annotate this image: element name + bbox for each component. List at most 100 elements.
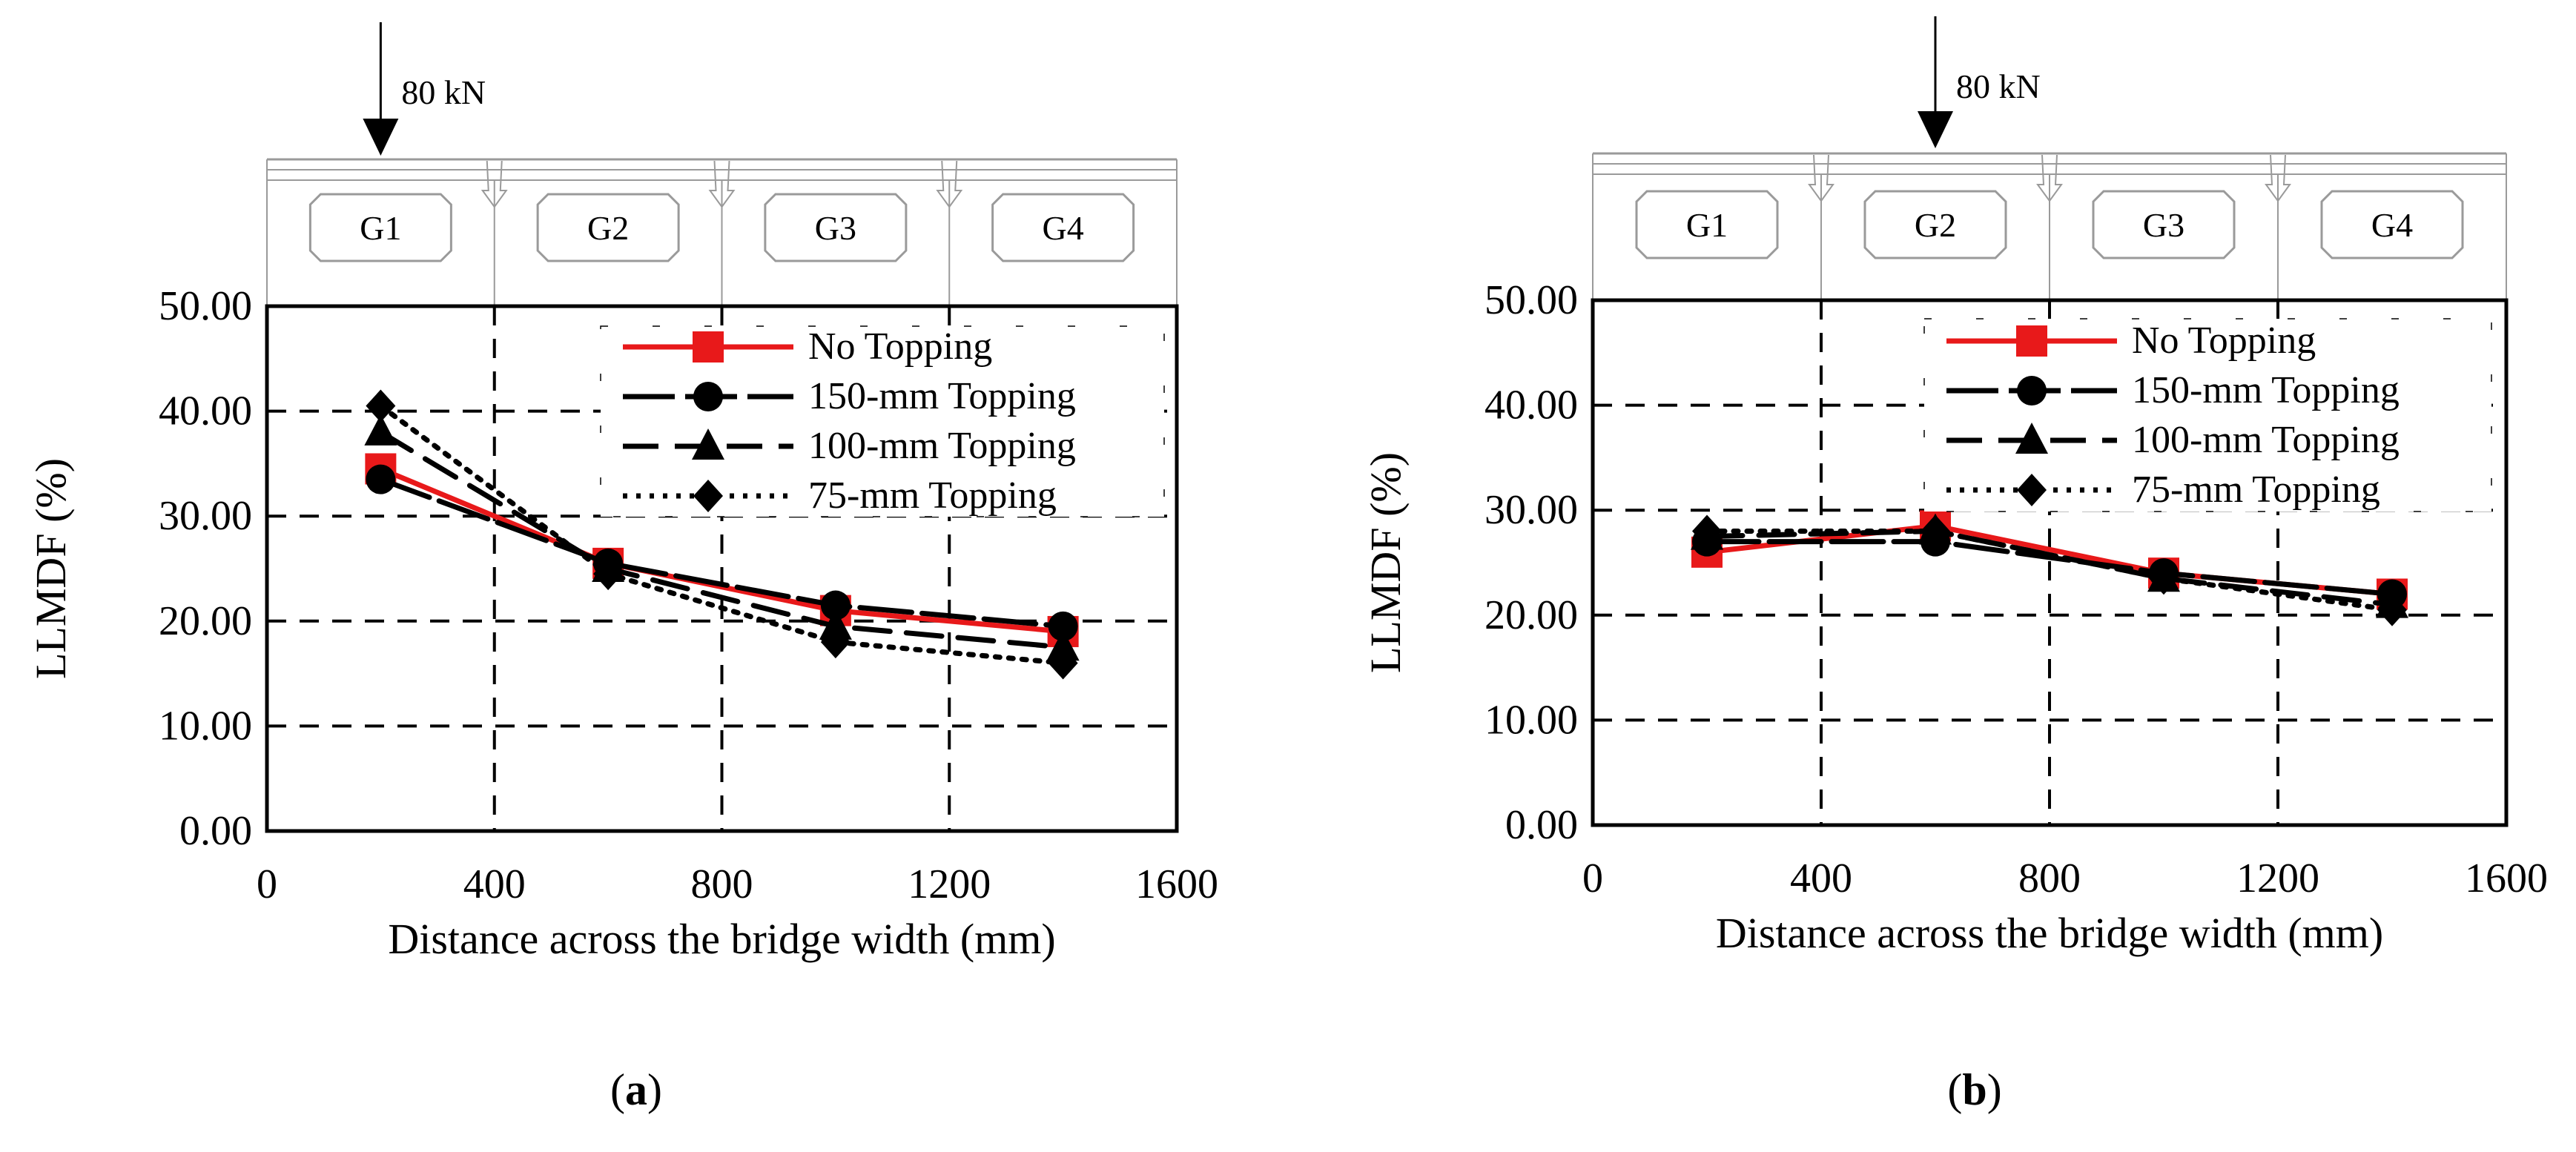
x-tick-label: 0 [1582,855,1603,901]
x-tick-label: 400 [1790,855,1852,901]
panel-caption: (a) [610,1065,662,1114]
series-line [377,477,1066,629]
data-point [1921,514,1950,548]
panel-caption: (b) [1947,1065,2001,1114]
girder-box [764,193,908,262]
legend-marker [2015,423,2048,454]
girder-box [1635,190,1779,259]
series-line [1704,529,2395,613]
data-point [366,464,396,494]
bridge-cross-section: G1 G2 G3 G4 [1592,152,2507,300]
load-arrow-icon [1918,111,1953,148]
caption-open-paren: ( [610,1065,625,1114]
x-tick-label: 1600 [2465,855,2548,901]
legend-label: 150-mm Topping [808,375,1076,417]
shear-key-icon [2265,154,2291,202]
chart-panel-b: G1 G2 G3 G4 80 kN No Topping 150-mm Topping 100… [1361,16,2548,1114]
legend-marker [2017,376,2047,405]
y-tick-label: 10.00 [1484,697,1578,743]
shear-key-icon [708,160,736,208]
girder-label: G3 [2143,206,2184,244]
legend-marker [2017,474,2047,506]
legend-marker [693,382,723,411]
x-axis-title: Distance across the bridge width (mm) [388,915,1055,963]
girder-label: G1 [360,209,401,247]
data-point [2149,562,2179,595]
caption-letter: b [1962,1065,1987,1114]
girder-label: G3 [815,209,856,247]
x-tick-label: 1200 [908,861,991,907]
legend-label: 150-mm Topping [2132,369,2400,411]
bridge-cross-section: G1 G2 G3 G4 [266,158,1178,306]
data-point [819,608,852,640]
data-point [364,414,397,446]
girder-box [991,193,1135,262]
plot-frame [265,304,1179,833]
legend-label: 75-mm Topping [2132,469,2380,511]
data-point [1046,629,1080,661]
legend-label: 75-mm Topping [808,474,1057,517]
chart-panel-a: G1 G2 G3 G4 80 kN No Topping 150-mm Topping 100… [27,22,1218,1114]
load-label: 80 kN [401,73,486,111]
legend-label: 100-mm Topping [2132,419,2400,461]
girder-box [2092,190,2236,259]
girder-label: G2 [1915,206,1956,244]
caption-close-paren: ) [647,1065,662,1114]
legend-marker [692,428,724,460]
series-75-mm-topping [366,389,1078,680]
data-point [820,626,851,659]
series-line [377,403,1066,666]
y-tick-label: 40.00 [159,388,252,434]
data-point [1692,514,1722,548]
data-point [1048,646,1078,680]
caption-close-paren: ) [1987,1065,2002,1114]
shear-key-icon [480,160,508,208]
legend-label: 100-mm Topping [808,425,1076,467]
y-tick-label: 30.00 [159,493,252,539]
girder-box [536,193,680,262]
legend-label: No Topping [2132,320,2316,362]
x-tick-label: 400 [463,861,526,907]
caption-open-paren: ( [1947,1065,1962,1114]
data-point [820,590,851,620]
y-tick-label: 20.00 [1484,592,1578,638]
y-tick-label: 40.00 [1484,383,1578,428]
y-axis-title: LLMDF (%) [27,458,75,679]
x-tick-label: 800 [2018,855,2081,901]
y-tick-label: 20.00 [159,598,252,644]
girder-label: G2 [587,209,629,247]
girder-label: G4 [2371,206,2413,244]
y-tick-label: 0.00 [1505,802,1578,848]
legend-label: No Topping [808,325,992,368]
data-point [1048,611,1078,641]
x-axis-title: Distance across the bridge width (mm) [1716,909,2383,957]
data-point [593,557,624,591]
legend: No Topping 150-mm Topping 100-mm Topping 75… [600,325,1165,517]
y-tick-label: 50.00 [159,283,252,329]
load-arrow-icon [363,119,399,156]
y-tick-label: 10.00 [159,703,252,749]
legend-marker [693,480,723,512]
legend-marker [2016,325,2047,357]
x-tick-label: 1600 [1135,861,1218,907]
girder-box [2320,190,2464,259]
shear-key-icon [936,160,963,208]
girder-box [1863,190,2007,259]
y-axis-title: LLMDF (%) [1361,452,1410,673]
y-tick-label: 0.00 [179,808,252,854]
load-label: 80 kN [1956,67,2041,105]
legend: No Topping 150-mm Topping 100-mm Topping 75… [1923,318,2492,512]
girder-box [308,193,452,262]
shear-key-icon [1808,154,1834,202]
legend-marker [693,331,724,363]
data-point [366,389,396,423]
y-tick-label: 50.00 [1484,277,1578,323]
y-tick-label: 30.00 [1484,487,1578,533]
x-tick-label: 0 [257,861,277,907]
data-point [2377,593,2407,626]
series-75-mm-topping [1692,514,2407,626]
shear-key-icon [2036,154,2063,202]
x-tick-label: 800 [691,861,753,907]
plot-frame [1591,298,2509,827]
